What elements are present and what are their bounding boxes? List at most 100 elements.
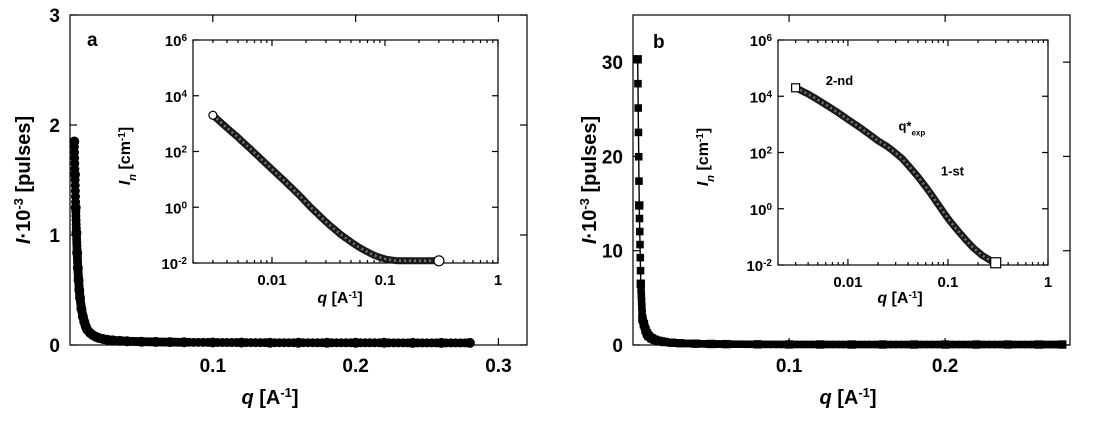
data-point xyxy=(774,340,783,349)
inset-y-axis-title-part: -1 xyxy=(695,133,706,142)
tick-exponent: 0 xyxy=(181,200,187,211)
data-point xyxy=(967,340,975,349)
annotation-subscript: exp xyxy=(911,128,925,137)
inset-y-axis-title-part: [cm xyxy=(117,141,134,174)
tick-base: 10 xyxy=(750,202,767,219)
annotation-text: 1-st xyxy=(941,164,965,179)
inset-x-axis-title-part: q xyxy=(317,290,327,307)
y-axis-title-part: -3 xyxy=(11,198,26,210)
tick-exponent: 2 xyxy=(181,144,187,155)
data-point xyxy=(638,309,646,317)
tick-exponent: -2 xyxy=(178,256,187,267)
x-axis-title-part: ] xyxy=(870,387,877,409)
y-axis-title-part: ·10 xyxy=(579,210,601,239)
inset-x-axis-title-part: q xyxy=(877,290,887,307)
data-point xyxy=(748,340,757,349)
inset-y-axis-title-part: ] xyxy=(695,128,712,133)
data-point xyxy=(636,266,645,275)
y-tick-label: 1 xyxy=(49,226,60,247)
y-axis-title-part: -3 xyxy=(577,198,592,210)
inset-annotation: q*exp xyxy=(898,119,925,138)
data-point xyxy=(868,340,877,349)
data-point xyxy=(1019,340,1027,349)
tick-exponent: 6 xyxy=(181,33,187,44)
data-point xyxy=(941,340,949,349)
data-point xyxy=(858,340,866,349)
inset-x-tick-label: 0.01 xyxy=(833,274,862,291)
inset-series-band xyxy=(792,84,1000,267)
data-point xyxy=(1054,340,1063,349)
y-tick-label: 30 xyxy=(602,53,623,74)
data-point xyxy=(637,279,645,288)
data-point xyxy=(722,340,731,348)
inset-x-axis-title-part: [A xyxy=(327,290,349,307)
tick-base: 10 xyxy=(750,146,767,163)
tick-base: 10 xyxy=(746,258,763,275)
data-point xyxy=(832,340,840,349)
y-axis-title-part: ·10 xyxy=(13,210,35,239)
data-point xyxy=(795,340,804,349)
data-point xyxy=(465,338,475,348)
inset-y-tick-label: 102 xyxy=(165,144,188,162)
tick-base: 10 xyxy=(165,89,182,106)
data-point xyxy=(635,201,644,210)
tick-base: 10 xyxy=(165,33,182,50)
data-point xyxy=(1024,340,1033,349)
data-point xyxy=(635,214,644,223)
data-point xyxy=(635,177,643,185)
inset-y-axis-title-part: -1 xyxy=(117,132,128,141)
data-point xyxy=(1014,340,1022,349)
data-point xyxy=(863,340,871,349)
y-axis-title: I·10-3 [pulses] xyxy=(577,116,602,244)
x-axis-title-part: -1 xyxy=(858,385,870,400)
data-point xyxy=(1042,340,1051,349)
inset-series-texture xyxy=(795,86,997,264)
inset-data-point xyxy=(791,83,801,93)
inset-y-axis-title-part: n xyxy=(127,174,139,181)
x-tick-label: 0.2 xyxy=(342,356,368,377)
y-tick-label: 3 xyxy=(49,6,60,27)
annotation-text: 2-nd xyxy=(826,73,854,88)
inset-x-tick-label: 0.01 xyxy=(257,272,286,289)
x-axis-title-part: [A xyxy=(254,387,281,409)
data-point xyxy=(638,303,646,311)
data-point xyxy=(910,340,918,349)
inset-data-point xyxy=(208,110,218,120)
data-point xyxy=(635,227,644,236)
data-point xyxy=(754,340,762,349)
inset-y-tick-label: 104 xyxy=(165,88,188,106)
inset-y-tick-label: 10-2 xyxy=(746,258,772,276)
data-point xyxy=(785,340,793,349)
inset-y-tick-label: 106 xyxy=(165,33,188,51)
inset-x-tick-label: 0.1 xyxy=(375,272,396,289)
main-series-0 xyxy=(633,55,1067,349)
inset-frame xyxy=(777,39,1049,266)
tick-base: 10 xyxy=(165,145,182,162)
data-point xyxy=(764,340,773,349)
data-point xyxy=(780,340,788,349)
x-axis-title-part: q xyxy=(819,387,831,409)
data-point xyxy=(759,340,767,349)
data-point xyxy=(889,340,897,349)
data-point xyxy=(1003,340,1012,349)
x-tick-label: 0.1 xyxy=(776,356,803,377)
tick-base: 10 xyxy=(161,256,178,273)
data-point xyxy=(637,291,646,300)
data-point xyxy=(811,340,819,349)
tick-exponent: 4 xyxy=(766,89,772,100)
inset-series-0 xyxy=(208,110,445,267)
data-point xyxy=(769,340,778,349)
inset-y-tick-label: 100 xyxy=(750,201,773,219)
data-point xyxy=(930,340,939,349)
panel-label: a xyxy=(87,30,98,51)
data-point xyxy=(738,340,747,349)
data-point xyxy=(894,340,903,349)
inset-annotation: 1-st xyxy=(941,164,965,179)
data-point xyxy=(998,340,1007,349)
data-point xyxy=(826,340,835,349)
data-point xyxy=(816,340,825,349)
x-axis-title: q [A-1] xyxy=(819,385,876,410)
data-point xyxy=(1046,340,1055,349)
